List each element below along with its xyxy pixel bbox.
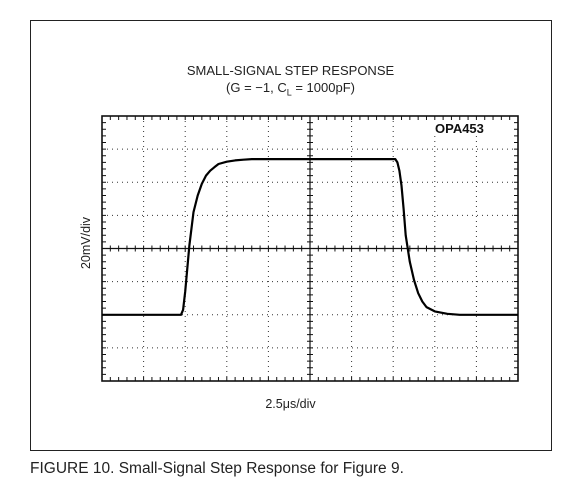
chart-subtitle: (G = −1, CL = 1000pF) [0,80,581,98]
figure-frame [30,20,552,451]
step-response-trace [102,158,518,316]
x-axis-label: 2.5μs/div [265,397,316,411]
figure-caption: FIGURE 10. Small-Signal Step Response fo… [30,460,404,477]
chart-title: SMALL-SIGNAL STEP RESPONSE [186,63,395,78]
subtitle-subscript: L [286,87,292,98]
subtitle-suffix: = 1000pF) [291,80,355,95]
y-axis-label: 20mV/div [79,216,93,270]
subtitle-prefix: (G = −1, C [226,80,287,95]
device-label: OPA453 [432,121,487,136]
